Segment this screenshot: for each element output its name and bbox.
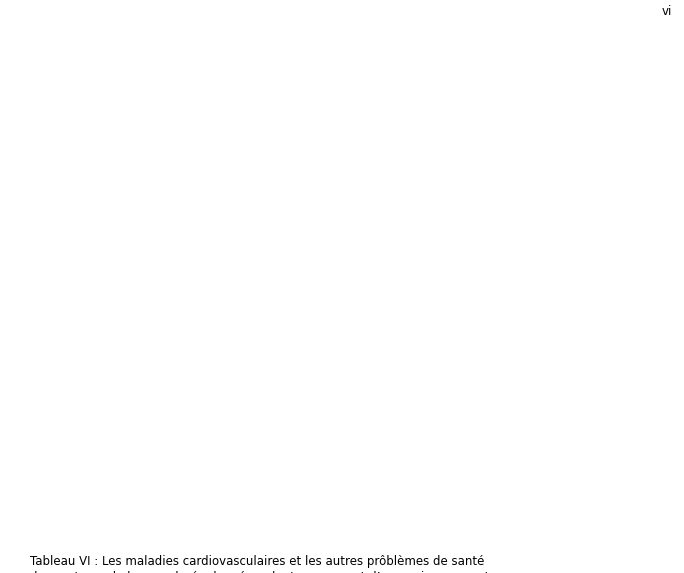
Text: vi: vi [661,5,672,18]
Text: Tableau VI : Les maladies cardiovasculaires et les autres prôblèmes de santé: Tableau VI : Les maladies cardiovasculai… [30,555,484,568]
Text: de courte ou de longue durée des répondants provenant d’un environnement: de courte ou de longue durée des réponda… [30,571,489,573]
